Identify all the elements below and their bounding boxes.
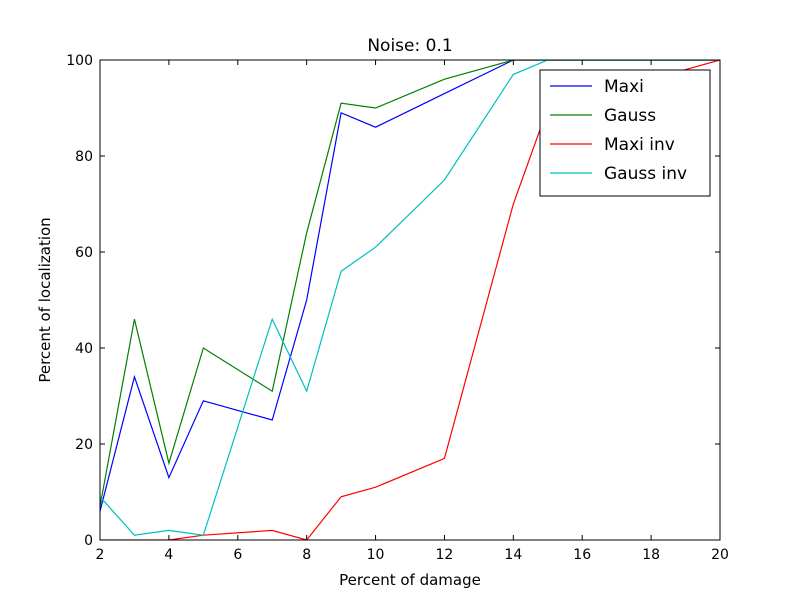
y-tick-label: 100 — [66, 53, 93, 69]
x-tick-label: 6 — [233, 547, 242, 563]
x-tick-label: 20 — [711, 547, 729, 563]
x-axis-label: Percent of damage — [339, 571, 481, 589]
axes-frame — [99, 59, 721, 541]
x-tick-label: 14 — [504, 547, 522, 563]
x-tick-label: 2 — [96, 547, 105, 563]
legend-label: Gauss — [604, 106, 656, 126]
y-tick-label: 80 — [75, 149, 93, 165]
series-line-gauss — [100, 60, 720, 507]
x-tick-label: 18 — [642, 547, 660, 563]
legend-label: Maxi — [604, 77, 644, 97]
x-tick-label: 10 — [367, 547, 385, 563]
legend-box — [539, 69, 711, 197]
series-line-gauss-inv — [100, 60, 720, 536]
legend-label: Maxi inv — [604, 135, 675, 155]
series-line-maxi — [100, 60, 720, 512]
y-axis-label: Percent of localization — [36, 217, 54, 382]
x-tick-label: 8 — [302, 547, 311, 563]
plot-area: 2 4 6 8 10 12 14 16 18 20 0 20 40 60 80 100 Maxi Gauss Max… — [66, 53, 729, 563]
y-tick-label: 20 — [75, 437, 93, 453]
legend-label: Gauss inv — [604, 164, 687, 184]
x-tick-label: 12 — [436, 547, 454, 563]
chart-title: Noise: 0.1 — [367, 36, 452, 56]
x-tick-label: 16 — [573, 547, 591, 563]
x-tick-label: 4 — [164, 547, 173, 563]
y-tick-label: 60 — [75, 245, 93, 261]
y-tick-label: 0 — [84, 533, 93, 549]
y-tick-label: 40 — [75, 341, 93, 357]
